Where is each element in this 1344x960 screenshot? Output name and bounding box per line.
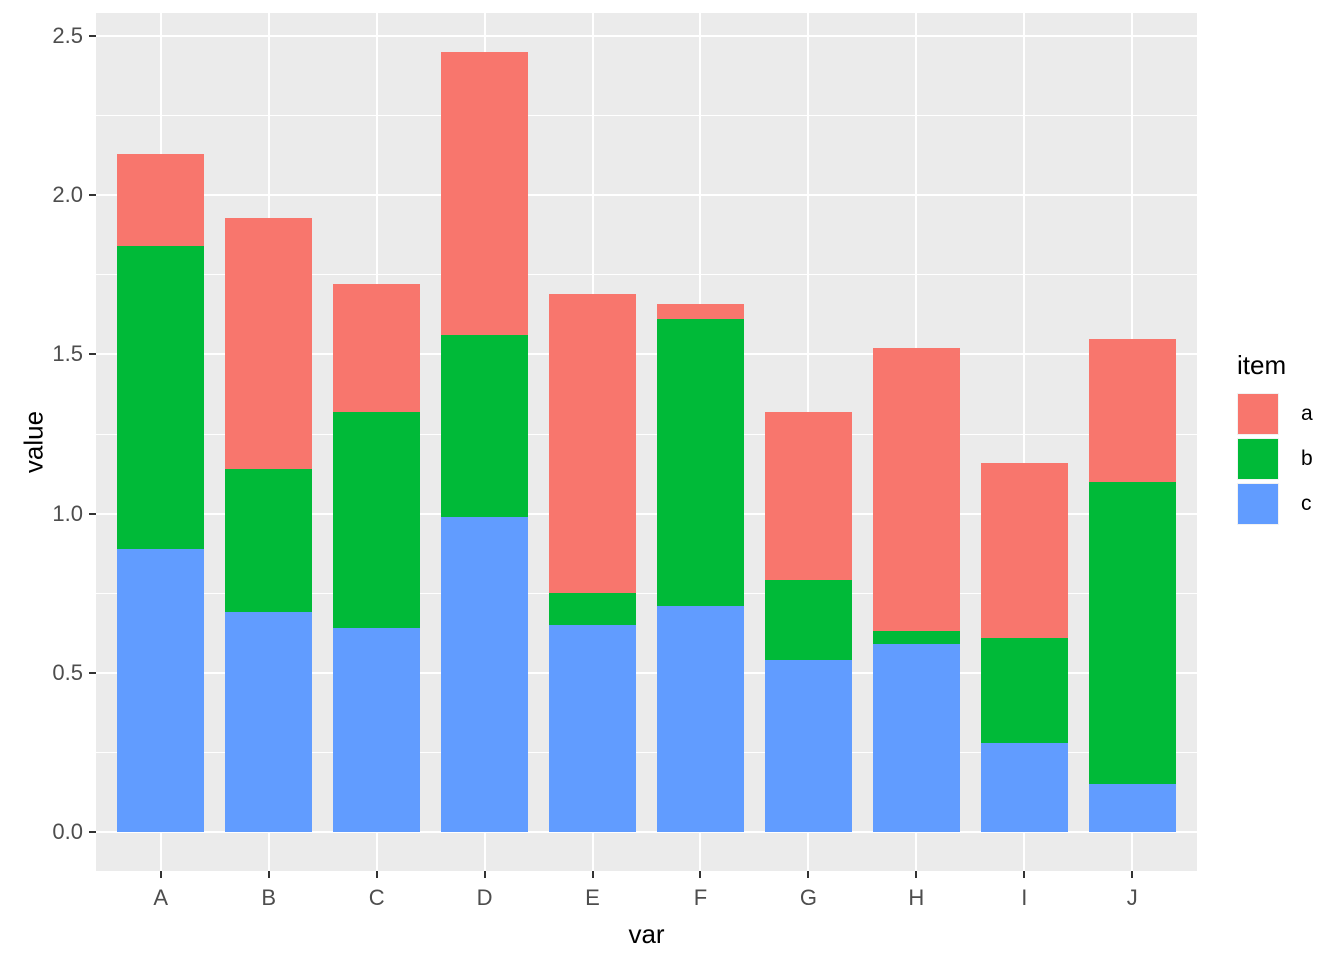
bar-segment-I-a bbox=[980, 462, 1068, 638]
legend-key-b bbox=[1237, 438, 1279, 480]
bar-segment-D-c bbox=[440, 516, 529, 832]
x-tick-label-B: B bbox=[261, 885, 277, 910]
bar-segment-G-c bbox=[764, 660, 853, 832]
bar-segment-G-a bbox=[764, 411, 853, 581]
legend-swatch-a bbox=[1238, 394, 1278, 434]
x-tick-mark-I bbox=[1023, 871, 1026, 878]
bar-segment-E-b bbox=[548, 593, 637, 626]
bar-segment-I-c bbox=[980, 742, 1068, 832]
x-tick-label-D: D bbox=[476, 885, 493, 910]
bar-segment-A-c bbox=[117, 548, 205, 832]
gridline-h-minor bbox=[96, 592, 1197, 594]
legend-key-c bbox=[1237, 483, 1279, 525]
gridline-h-major bbox=[96, 353, 1197, 356]
y-tick-mark-1.5 bbox=[89, 353, 96, 356]
y-tick-label-2.5: 2.5 bbox=[52, 23, 83, 49]
x-tick-label-I: I bbox=[1021, 885, 1028, 910]
gridline-h-minor bbox=[96, 433, 1197, 435]
x-tick-mark-G bbox=[807, 871, 810, 878]
legend-title: item bbox=[1237, 350, 1287, 380]
x-axis-title: var bbox=[628, 919, 665, 949]
x-tick-label-G: G bbox=[799, 885, 817, 910]
x-tick-mark-E bbox=[591, 871, 594, 878]
legend-swatch-b bbox=[1238, 439, 1278, 479]
x-tick-mark-J bbox=[1131, 871, 1134, 878]
legend-swatch-c bbox=[1238, 484, 1278, 524]
bar-segment-D-b bbox=[440, 335, 529, 517]
bar-segment-B-b bbox=[224, 469, 313, 613]
bar-segment-B-c bbox=[224, 612, 313, 832]
y-tick-mark-0.0 bbox=[89, 831, 96, 833]
y-tick-mark-2.5 bbox=[89, 35, 96, 38]
legend-entry-label: a bbox=[1301, 402, 1313, 425]
x-tick-mark-D bbox=[483, 871, 486, 878]
bar-segment-B-a bbox=[224, 217, 313, 470]
bar-segment-C-b bbox=[332, 411, 421, 629]
bar-segment-J-b bbox=[1088, 481, 1176, 785]
x-tick-mark-H bbox=[915, 871, 918, 878]
y-tick-label-1.0: 1.0 bbox=[52, 500, 83, 526]
bar-segment-H-c bbox=[872, 644, 961, 832]
x-tick-label-F: F bbox=[693, 885, 708, 910]
bar-segment-F-b bbox=[656, 319, 745, 606]
x-tick-mark-C bbox=[375, 871, 378, 878]
x-tick-label-A: A bbox=[153, 885, 169, 910]
x-tick-label-J: J bbox=[1126, 885, 1138, 910]
gridline-h-major bbox=[96, 194, 1197, 197]
x-tick-mark-B bbox=[267, 871, 270, 878]
x-tick-label-C: C bbox=[368, 885, 385, 910]
bar-segment-C-c bbox=[332, 628, 421, 832]
y-tick-label-0.0: 0.0 bbox=[52, 819, 83, 844]
bar-segment-G-b bbox=[764, 580, 853, 661]
gridline-v-I bbox=[1023, 13, 1026, 871]
bar-segment-E-a bbox=[548, 293, 637, 594]
y-tick-label-0.5: 0.5 bbox=[52, 659, 83, 685]
bar-segment-I-b bbox=[980, 637, 1068, 743]
bar-segment-H-a bbox=[872, 348, 961, 632]
plot-panel bbox=[96, 13, 1197, 871]
x-tick-mark-A bbox=[159, 871, 162, 878]
y-tick-label-1.5: 1.5 bbox=[52, 341, 83, 367]
gridline-h-major bbox=[96, 831, 1197, 833]
bar-segment-A-b bbox=[117, 246, 205, 549]
bar-segment-F-c bbox=[656, 605, 745, 832]
bar-segment-H-b bbox=[872, 631, 961, 645]
bar-segment-J-a bbox=[1088, 338, 1176, 482]
bar-segment-D-a bbox=[440, 52, 529, 336]
y-tick-mark-2.0 bbox=[89, 194, 96, 197]
bar-segment-C-a bbox=[332, 284, 421, 412]
x-tick-mark-F bbox=[699, 871, 702, 878]
bar-segment-F-a bbox=[656, 303, 745, 320]
legend-entry-label: c bbox=[1301, 492, 1312, 515]
x-tick-label-E: E bbox=[585, 885, 600, 910]
bar-segment-E-c bbox=[548, 625, 637, 832]
y-axis-title: value bbox=[18, 410, 49, 474]
y-tick-mark-1.0 bbox=[89, 512, 96, 515]
x-tick-label-H: H bbox=[908, 885, 925, 910]
legend-entry-a: a bbox=[1237, 393, 1313, 435]
gridline-h-minor bbox=[96, 274, 1197, 276]
gridline-h-major bbox=[96, 671, 1197, 674]
y-tick-mark-0.5 bbox=[89, 671, 96, 674]
gridline-h-major bbox=[96, 512, 1197, 515]
legend-entry-label: b bbox=[1301, 447, 1313, 470]
gridline-h-major bbox=[96, 35, 1197, 38]
y-tick-label-2.0: 2.0 bbox=[52, 182, 83, 208]
legend-entry-b: b bbox=[1237, 438, 1313, 480]
bar-segment-J-c bbox=[1088, 784, 1176, 832]
legend-key-a bbox=[1237, 393, 1279, 435]
gridline-h-minor bbox=[96, 751, 1197, 753]
bar-segment-A-a bbox=[117, 153, 205, 247]
gridline-h-minor bbox=[96, 115, 1197, 117]
legend-entry-c: c bbox=[1237, 483, 1313, 525]
